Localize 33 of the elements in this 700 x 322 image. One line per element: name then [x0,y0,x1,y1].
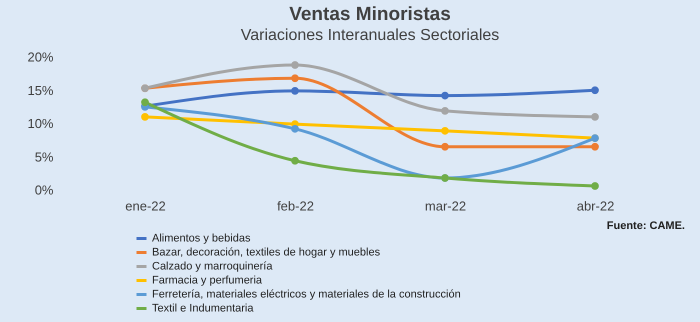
point [591,142,599,151]
legend-label: Calzado y marroquinería [152,260,274,272]
point [291,156,299,165]
y-tick-label: 15% [27,82,54,98]
legend-label: Farmacia y perfumeria [152,274,263,286]
point [141,98,149,106]
x-tick-label: mar-22 [424,198,466,214]
legend-label: Textil e Indumentaria [152,302,254,314]
point [591,112,599,121]
point [441,92,449,100]
point [141,112,149,121]
point [591,182,599,190]
y-tick-label: 20% [27,50,54,64]
x-tick-label: feb-22 [277,198,314,214]
y-tick-label: 5% [34,149,54,164]
point [441,142,449,151]
point [591,86,599,94]
point [441,126,449,135]
point [291,124,299,133]
x-tick-label: abr-22 [576,198,614,214]
y-tick-label: 10% [27,116,54,131]
legend-label: Ferretería, materiales eléctricos y materiales de la construcción [152,288,461,300]
y-tick-label: 0% [34,182,54,198]
legend-label: Bazar, decoración, textiles de hogar y muebles [152,246,381,258]
chart-title: Ventas Minoristas [289,4,451,25]
point [291,61,299,69]
point [291,87,299,95]
point [291,74,299,82]
x-tick-label: ene-22 [125,198,166,214]
source-note: Fuente: CAME. [606,220,685,232]
legend-label: Alimentos y bebidas [152,232,251,244]
point [441,107,449,115]
chart-subtitle: Variaciones Interanuales Sectoriales [240,27,500,44]
